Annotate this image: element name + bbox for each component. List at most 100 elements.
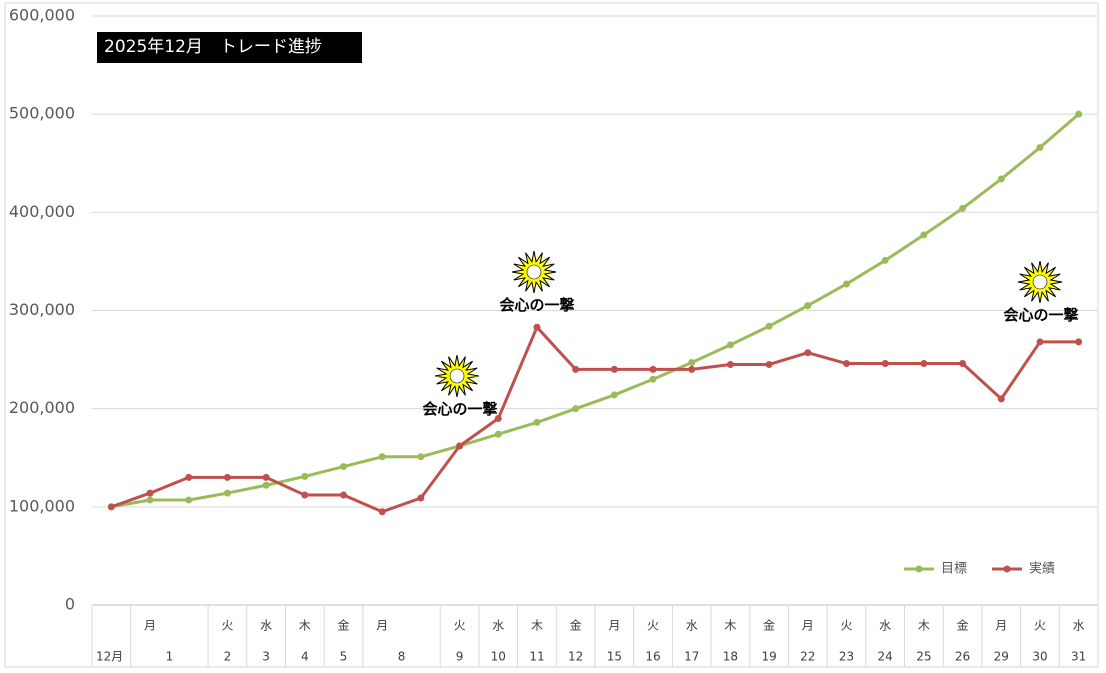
y-tick-label: 400,000 [9, 202, 75, 221]
point [378, 508, 386, 516]
date-label: 12月 [96, 650, 123, 664]
x-tick-label: 火 [454, 619, 466, 633]
point [920, 360, 928, 368]
point [843, 360, 850, 368]
point [804, 349, 812, 357]
x-tick-label: 月 [376, 619, 388, 633]
x-tick-label: 月 [802, 619, 814, 633]
point [881, 360, 889, 368]
point [378, 453, 386, 461]
point [494, 430, 502, 438]
point [262, 481, 270, 489]
point [765, 322, 773, 330]
point [146, 489, 154, 497]
y-tick-label: 0 [65, 595, 75, 614]
title-box [97, 32, 362, 63]
point [959, 204, 967, 212]
point [997, 175, 1005, 183]
date-label: 10 [491, 650, 506, 664]
point [1036, 338, 1044, 346]
burst-center [449, 368, 465, 384]
date-label: 31 [1071, 650, 1086, 664]
point [301, 472, 309, 480]
x-tick-label: 火 [221, 619, 233, 633]
point [185, 473, 193, 481]
y-tick-label: 100,000 [9, 496, 75, 515]
chart-frame [4, 2, 1099, 668]
x-tick-label: 水 [492, 619, 504, 633]
point [610, 391, 618, 399]
point [262, 473, 270, 481]
date-label: 11 [529, 650, 544, 664]
point [223, 489, 231, 497]
x-tick-label: 水 [260, 619, 272, 633]
point [185, 496, 193, 504]
date-label: 2 [224, 650, 232, 664]
x-tick-label: 金 [763, 618, 775, 633]
date-label: 1 [166, 650, 174, 664]
x-tick-label: 月 [608, 619, 620, 633]
point [726, 341, 734, 349]
date-label: 25 [916, 650, 931, 664]
date-label: 16 [645, 650, 660, 664]
y-tick-label: 200,000 [9, 398, 75, 417]
point [726, 360, 734, 368]
annotation: 会心の一撃 [499, 296, 574, 314]
date-label: 30 [1032, 650, 1047, 664]
x-tick-label: 金 [957, 618, 969, 633]
x-tick-label: 木 [299, 619, 311, 633]
x-tick-label: 金 [337, 618, 349, 633]
x-tick-label: 木 [531, 619, 543, 633]
x-tick-label: 火 [840, 619, 852, 633]
point [340, 491, 347, 499]
date-label: 29 [994, 650, 1009, 664]
x-tick-label: 月 [995, 619, 1007, 633]
date-label: 18 [723, 650, 738, 664]
point [456, 442, 464, 450]
date-label: 4 [301, 650, 309, 664]
y-tick-label: 600,000 [9, 6, 75, 25]
x-tick-label: 月 [144, 619, 156, 633]
point [1036, 144, 1044, 152]
date-label: 3 [262, 650, 270, 664]
date-label: 24 [878, 650, 893, 664]
point [417, 453, 425, 461]
y-tick-label: 300,000 [9, 300, 75, 319]
point [843, 280, 850, 288]
date-label: 19 [761, 650, 776, 664]
date-label: 5 [340, 650, 348, 664]
x-tick-label: 金 [570, 618, 582, 633]
series-line [111, 113, 1080, 509]
legend-label: 目標 [941, 562, 967, 577]
point [765, 360, 773, 368]
burst-center [526, 264, 542, 280]
point [688, 365, 696, 373]
point [804, 302, 812, 310]
x-tick-label: 水 [879, 619, 891, 633]
point [1075, 338, 1083, 346]
point [610, 365, 618, 373]
point [920, 231, 928, 239]
date-label: 12 [568, 650, 583, 664]
date-label: 15 [607, 650, 622, 664]
point [107, 503, 115, 511]
legend-marker [915, 565, 923, 573]
point [340, 463, 347, 471]
date-label: 8 [398, 650, 406, 664]
date-label: 17 [684, 650, 699, 664]
point [881, 256, 889, 264]
x-tick-label: 水 [1073, 619, 1085, 633]
point [688, 359, 696, 367]
point [533, 418, 541, 426]
point [1075, 110, 1083, 118]
burst-center [1032, 274, 1048, 290]
annotation: 会心の一撃 [422, 400, 497, 418]
x-tick-label: 木 [724, 619, 736, 633]
point [572, 365, 580, 373]
point [572, 405, 580, 413]
chart-title: 2025年12月 トレード進捗 [104, 37, 322, 57]
legend-marker [1003, 565, 1011, 573]
point [533, 323, 541, 331]
point [997, 395, 1005, 403]
